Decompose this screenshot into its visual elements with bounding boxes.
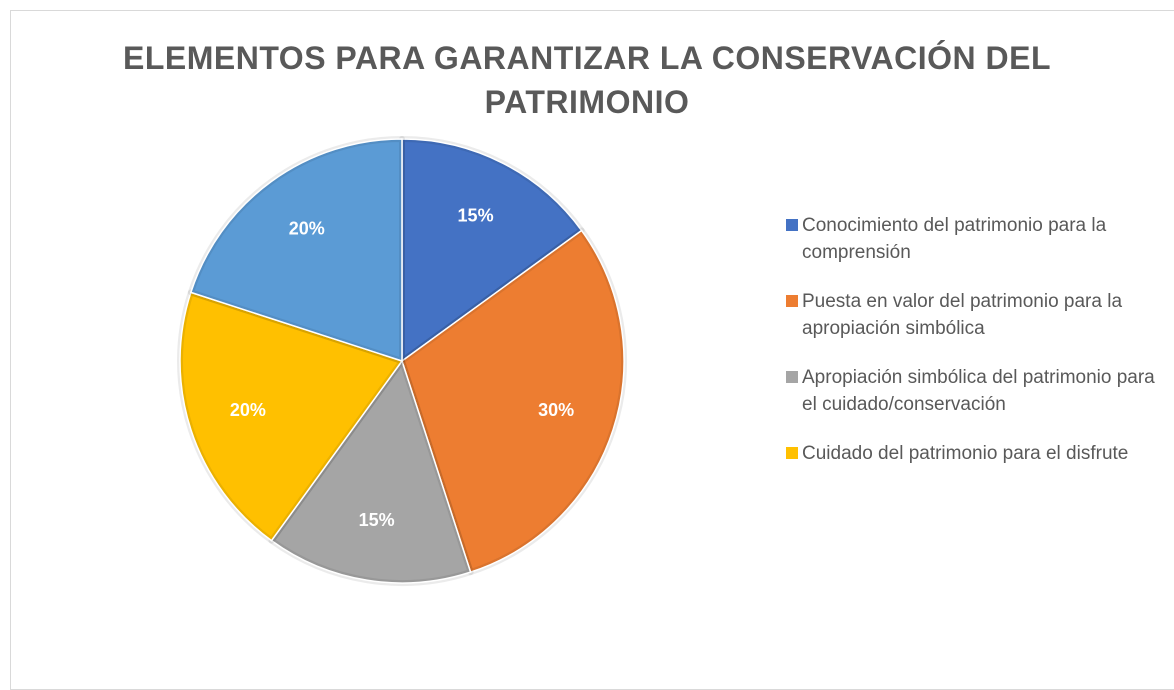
legend-label: Cuidado del patrimonio para el disfrute [802,443,1129,464]
data-label: 15% [458,205,494,225]
slice-separator [401,229,625,574]
legend-swatch [786,219,798,231]
data-label: 30% [538,400,574,420]
legend-label: Apropiación simbólica del patrimonio par… [802,367,1155,415]
chart-title: ELEMENTOS PARA GARANTIZAR LA CONSERVACIÓ… [122,40,1051,120]
legend-swatch [786,371,798,383]
slice-separator [189,138,403,363]
legend-entry: Puesta en valor del patrimonio para la a… [786,288,1171,342]
legend-entry: Apropiación simbólica del patrimonio par… [786,364,1171,418]
slice-separator [401,138,583,363]
slice-separator [270,359,472,584]
legend-label: Conocimiento del patrimonio para la comp… [802,215,1107,263]
page: ELEMENTOS PARA GARANTIZAR LA CONSERVACIÓ… [10,10,1174,690]
legend-entry: Cuidado del patrimonio para el disfrute [786,440,1171,467]
legend-swatch [786,295,798,307]
legend: Conocimiento del patrimonio para la comp… [786,212,1171,467]
legend-entry: Conocimiento del patrimonio para la comp… [786,212,1171,266]
data-label: 20% [230,400,266,420]
data-label: 20% [289,219,325,239]
data-label: 15% [359,510,395,530]
chart: 15% 30% 15% 20% 20% [177,136,627,586]
slice-separator [179,291,404,542]
legend-label: Puesta en valor del patrimonio para la a… [802,291,1123,339]
legend-swatch [786,447,798,459]
